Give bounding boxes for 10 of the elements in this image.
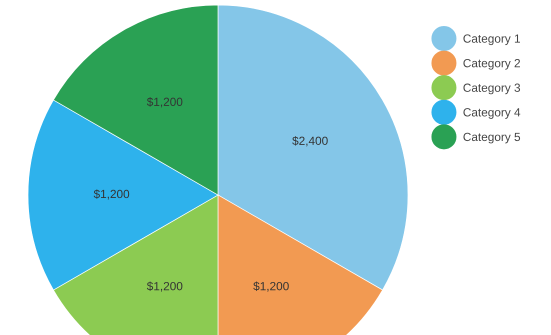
data-label: $1,200	[146, 97, 182, 108]
legend-label: Category 5	[463, 132, 520, 144]
data-label: $2,400	[292, 136, 328, 146]
legend-label: Category 1	[463, 34, 520, 46]
legend-label: Category 2	[463, 58, 520, 70]
data-label: $1,200	[94, 189, 130, 200]
data-label: $1,200	[253, 281, 289, 292]
data-label: $1,200	[146, 281, 182, 292]
legend-label: Category 4	[463, 108, 520, 119]
legend-label: Category 3	[463, 84, 520, 94]
